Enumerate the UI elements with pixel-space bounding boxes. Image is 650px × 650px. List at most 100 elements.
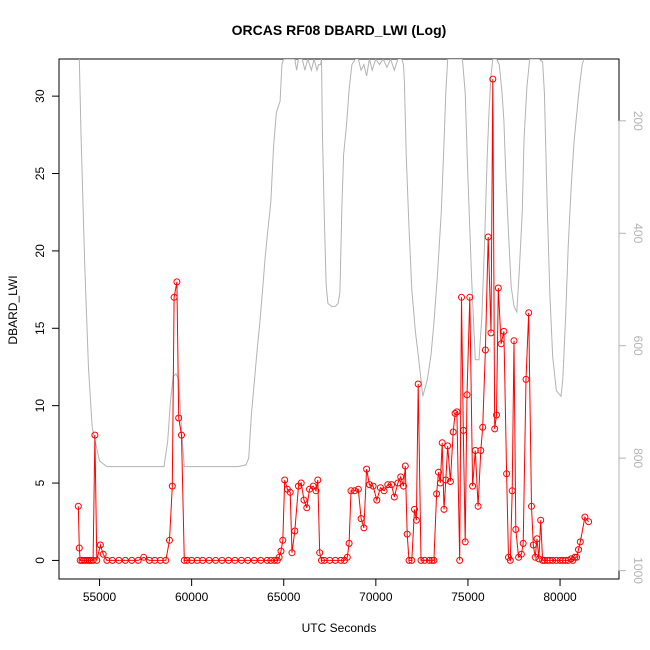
data-point xyxy=(435,468,442,476)
data-point xyxy=(549,556,557,564)
data-point xyxy=(573,553,581,561)
data-point xyxy=(497,340,505,348)
data-point xyxy=(345,539,353,547)
data-point xyxy=(506,556,514,564)
data-point xyxy=(444,442,452,450)
data-point xyxy=(275,553,283,561)
data-point xyxy=(390,493,398,501)
data-point xyxy=(175,414,183,422)
data-point xyxy=(343,553,351,561)
data-point xyxy=(446,478,454,485)
x-tick-label: 55000 xyxy=(83,590,117,604)
secondary-series-line xyxy=(78,59,585,468)
x-tick-label: 60000 xyxy=(175,590,209,604)
data-point xyxy=(168,482,176,490)
data-point xyxy=(140,553,148,561)
data-point xyxy=(380,487,388,495)
data-point xyxy=(459,426,467,434)
data-point xyxy=(411,505,418,513)
data-point xyxy=(510,337,518,345)
primary-series xyxy=(74,75,593,564)
data-point xyxy=(425,556,433,564)
data-point xyxy=(461,538,469,546)
data-point xyxy=(522,375,530,383)
x-tick-label: 65000 xyxy=(267,590,301,604)
data-point xyxy=(401,462,409,470)
data-point xyxy=(451,409,459,417)
y2-axis: 200 400 600 800 1000 xyxy=(618,111,645,584)
data-point xyxy=(477,447,485,454)
data-point xyxy=(433,490,441,498)
data-point xyxy=(183,556,191,564)
data-point xyxy=(263,556,271,564)
data-point xyxy=(442,476,450,484)
data-point xyxy=(421,556,429,564)
x-tick-label: 80000 xyxy=(543,590,577,604)
x-tick-label: 70000 xyxy=(359,590,393,604)
data-point xyxy=(469,482,477,490)
y2-tick-label: 200 xyxy=(631,111,645,131)
data-point xyxy=(529,541,537,549)
data-point xyxy=(400,482,407,490)
secondary-series xyxy=(78,59,585,468)
data-point xyxy=(466,293,474,301)
data-point xyxy=(491,425,499,433)
data-point xyxy=(512,526,520,533)
y2-tick-label: 1000 xyxy=(631,557,645,584)
data-point xyxy=(414,380,422,388)
chart-title: ORCAS RF08 DBARD_LWI (Log) xyxy=(232,22,447,38)
data-point xyxy=(91,431,99,439)
data-point xyxy=(134,556,142,564)
data-point xyxy=(428,556,436,564)
data-point xyxy=(494,284,502,292)
data-point xyxy=(438,439,446,447)
y2-tick-label: 600 xyxy=(631,336,645,356)
data-point xyxy=(281,476,289,484)
data-point xyxy=(297,479,305,487)
data-point xyxy=(508,487,516,495)
data-point xyxy=(173,278,181,286)
data-point xyxy=(537,516,545,524)
data-point xyxy=(74,502,82,510)
y2-tick-label: 800 xyxy=(631,448,645,468)
data-point xyxy=(93,556,101,564)
data-point xyxy=(286,488,294,496)
data-point xyxy=(99,550,107,558)
data-point xyxy=(417,556,425,564)
data-point xyxy=(440,505,448,513)
y-tick-label: 15 xyxy=(33,321,47,335)
data-point xyxy=(528,502,535,510)
data-point xyxy=(365,481,373,489)
data-point xyxy=(405,556,413,564)
data-point xyxy=(484,233,492,241)
data-point xyxy=(316,549,324,557)
data-point xyxy=(487,329,495,337)
data-point xyxy=(96,541,104,549)
data-point xyxy=(388,481,395,489)
data-point xyxy=(178,431,185,439)
x-axis: 55000 60000 65000 70000 75000 80000 xyxy=(83,578,577,604)
data-point xyxy=(166,536,173,544)
data-point xyxy=(581,513,589,521)
data-point xyxy=(170,293,178,301)
primary-series-line xyxy=(77,79,589,563)
data-point xyxy=(279,536,287,544)
data-point xyxy=(449,428,457,436)
data-point xyxy=(369,482,377,490)
data-point xyxy=(318,556,325,564)
data-point xyxy=(384,481,392,489)
data-point xyxy=(489,75,497,83)
data-point xyxy=(394,479,402,487)
data-point xyxy=(397,473,405,481)
x-tick-label: 75000 xyxy=(451,590,485,604)
data-point xyxy=(89,556,97,564)
data-point xyxy=(337,556,345,564)
x-axis-label: UTC Seconds xyxy=(302,621,377,635)
data-point xyxy=(576,538,584,546)
y-tick-label: 0 xyxy=(33,557,47,564)
y2-tick-label: 400 xyxy=(631,223,645,243)
y-axis-label: DBARD_LWI xyxy=(6,275,20,344)
data-point xyxy=(481,346,489,354)
